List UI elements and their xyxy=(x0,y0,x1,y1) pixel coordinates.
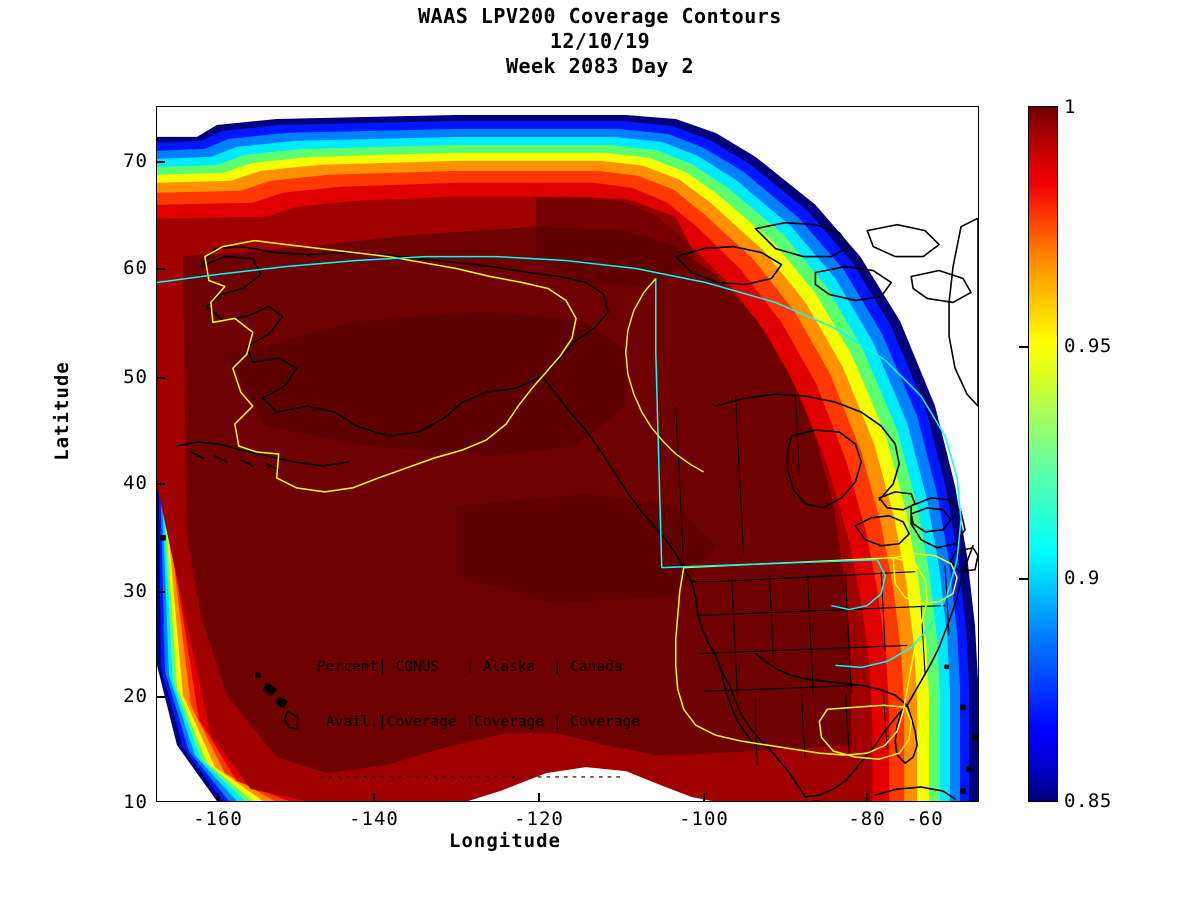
stats-header-row-1: Percent| CONUS | Alaska | Canada xyxy=(317,658,623,675)
xtick-label--100: -100 xyxy=(679,808,729,830)
alaska-boundary-outline xyxy=(625,278,705,473)
ytick-label-30: 30 xyxy=(123,580,148,602)
title-line-3: Week 2083 Day 2 xyxy=(505,54,695,78)
colorbar-label-1: 1 xyxy=(1064,96,1076,118)
y-axis-title: Latitude xyxy=(51,361,73,461)
xtick-mark--160 xyxy=(217,793,219,802)
title-line-1: WAAS LPV200 Coverage Contours xyxy=(418,4,782,28)
coverage-contour-svg xyxy=(157,114,978,801)
xtick-mark--100 xyxy=(703,793,705,802)
colorbar-label-095: 0.95 xyxy=(1064,335,1112,357)
ytick-label-60: 60 xyxy=(123,257,148,279)
xtick-label--140: -140 xyxy=(349,808,399,830)
contour-core-mottle-2 xyxy=(536,196,696,287)
xtick-label--160: -160 xyxy=(193,808,243,830)
province-boundaries xyxy=(675,396,800,566)
contour-map xyxy=(157,107,978,801)
ytick-mark-20 xyxy=(156,696,165,698)
ytick-label-40: 40 xyxy=(123,472,148,494)
canada-boundary-outline xyxy=(157,255,962,669)
xtick-label--120: -120 xyxy=(514,808,564,830)
conus-boundary-outline xyxy=(204,239,958,760)
ytick-label-20: 20 xyxy=(123,685,148,707)
xtick-label--80: -80 xyxy=(848,808,886,830)
xtick-mark--140 xyxy=(373,793,375,802)
xtick-mark--120 xyxy=(538,793,540,802)
colorbar-tick-095 xyxy=(1019,346,1028,348)
map-plot-area: Percent| CONUS | Alaska | Canada Avail.|… xyxy=(156,106,979,802)
colorbar-label-09: 0.9 xyxy=(1064,567,1100,589)
xtick-label--60: -60 xyxy=(906,808,944,830)
stats-header-row-2: Avail.|Coverage |Coverage | Coverage xyxy=(317,714,641,731)
stats-rule: ----------------------------------- xyxy=(317,769,623,786)
coverage-stats-table: Percent| CONUS | Alaska | Canada Avail.|… xyxy=(317,621,641,801)
ytick-label-70: 70 xyxy=(123,150,148,172)
ytick-mark-50 xyxy=(156,377,165,379)
chart-title-block: WAAS LPV200 Coverage Contours 12/10/19 W… xyxy=(0,4,1200,79)
x-axis-title: Longitude xyxy=(449,830,561,852)
colorbar: 1 0.95 0.9 0.85 xyxy=(1019,96,1111,812)
xtick-mark--80 xyxy=(866,793,868,802)
ytick-mark-30 xyxy=(156,591,165,593)
colorbar-gradient xyxy=(1028,106,1058,802)
coastlines xyxy=(160,217,978,801)
state-boundaries xyxy=(691,565,950,766)
colorbar-label-085: 0.85 xyxy=(1064,790,1112,812)
ytick-label-10: 10 xyxy=(123,791,148,813)
ytick-label-50: 50 xyxy=(123,366,148,388)
contour-core-mottle-1 xyxy=(226,311,626,456)
ytick-mark-60 xyxy=(156,268,165,270)
ytick-mark-40 xyxy=(156,483,165,485)
colorbar-tick-09 xyxy=(1019,578,1028,580)
title-line-2: 12/10/19 xyxy=(549,29,651,53)
ytick-mark-70 xyxy=(156,161,165,163)
